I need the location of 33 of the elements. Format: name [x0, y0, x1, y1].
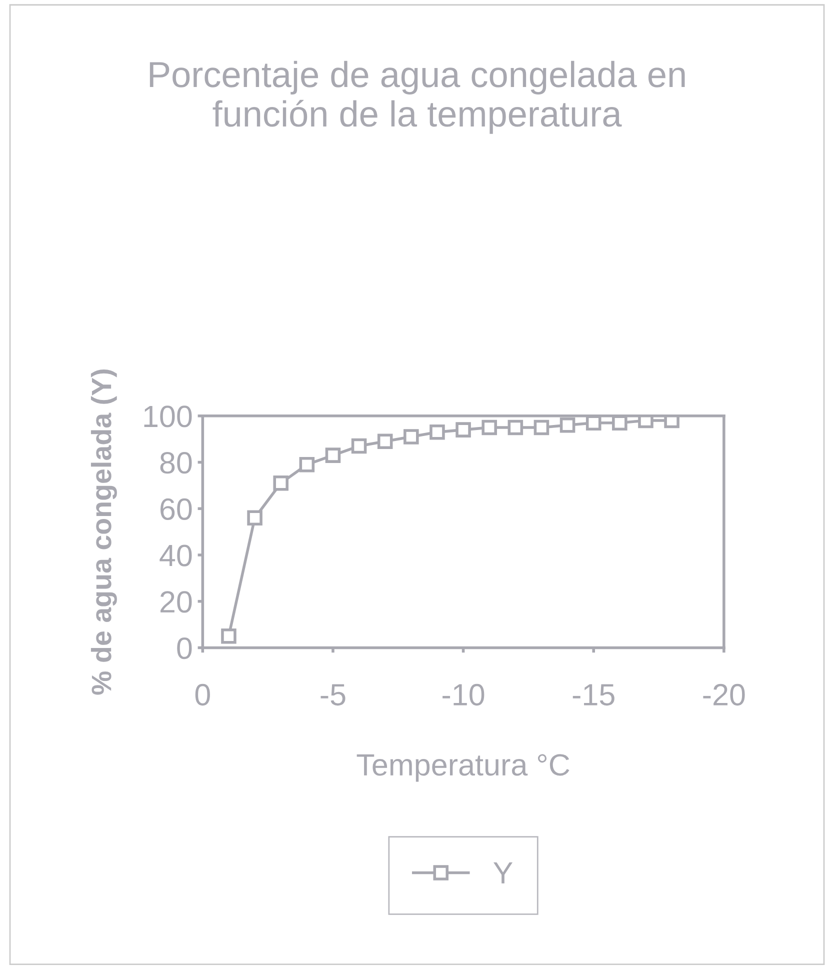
point [325, 448, 341, 463]
point [534, 420, 550, 436]
point [508, 420, 524, 436]
point [430, 424, 445, 440]
y-tick-label: 80 [160, 452, 192, 474]
y-tick-label: 60 [160, 498, 192, 520]
point [456, 422, 471, 438]
y-tick-label: 0 [177, 637, 192, 660]
point [351, 438, 367, 454]
y-tick-label: 20 [160, 591, 192, 613]
chart-title: Porcentaje de agua congelada en función de la temperatura [150, 60, 685, 134]
y-tick-label: 100 [144, 406, 192, 428]
x-tick-label: -15 [572, 684, 614, 706]
point [560, 418, 576, 433]
y-axis-title: % de agua congelada (Y) [90, 370, 117, 695]
point [404, 429, 419, 444]
y-tick-label: 40 [160, 544, 192, 566]
point [586, 416, 602, 430]
x-axis-title: Temperatura °C [356, 754, 570, 782]
point [377, 434, 393, 450]
point [664, 416, 680, 428]
legend-label: Y [493, 862, 513, 884]
x-tick-label: -20 [703, 684, 745, 706]
point [247, 510, 262, 526]
point [273, 475, 288, 491]
point [638, 416, 654, 428]
x-tick-label: -10 [442, 684, 484, 706]
point [299, 456, 315, 472]
point [221, 628, 236, 644]
point [612, 416, 628, 430]
x-tick-label: 0 [195, 684, 210, 706]
x-tick-label: -5 [320, 684, 346, 706]
point [482, 420, 497, 436]
